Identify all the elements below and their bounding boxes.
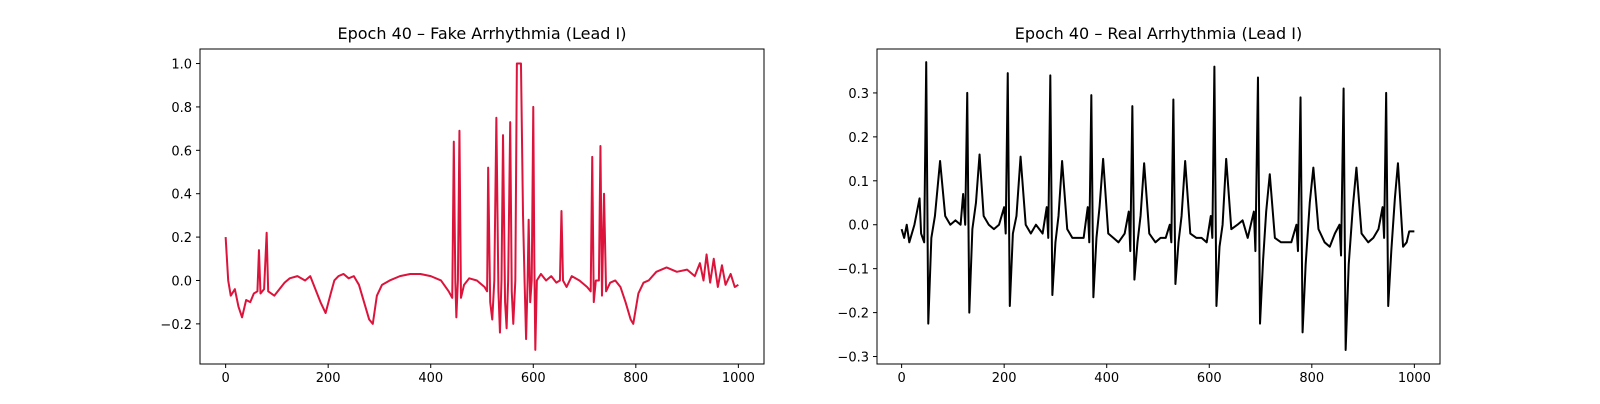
x-tick-label: 800	[1299, 371, 1324, 386]
chart-title: Epoch 40 – Real Arrhythmia (Lead I)	[1015, 24, 1302, 43]
y-tick-label: 0.6	[171, 144, 192, 159]
x-tick-label: 200	[316, 371, 341, 386]
y-tick-label: 0.4	[171, 188, 192, 203]
y-tick-label: −0.3	[837, 351, 869, 366]
x-tick-label: 600	[1197, 371, 1222, 386]
y-tick-label: 0.8	[171, 101, 192, 116]
signal-line	[900, 61, 1415, 351]
chart-title: Epoch 40 – Fake Arrhythmia (Lead I)	[338, 24, 627, 43]
signal-line	[224, 62, 739, 351]
y-tick-label: 0.2	[171, 231, 192, 246]
y-tick-label: 0.1	[848, 175, 869, 190]
y-tick-label: −0.1	[837, 263, 869, 278]
axes-frame	[876, 48, 1441, 365]
x-tick-label: 200	[992, 371, 1017, 386]
y-tick-label: 0.2	[848, 131, 869, 146]
axes-frame	[199, 48, 765, 365]
x-tick-label: 800	[623, 371, 648, 386]
x-tick-label: 400	[418, 371, 443, 386]
x-tick-label: 1000	[1398, 371, 1431, 386]
y-tick-label: 0.3	[848, 87, 869, 102]
y-tick-label: 1.0	[171, 58, 192, 73]
y-tick-label: −0.2	[837, 307, 869, 322]
x-tick-label: 0	[221, 371, 229, 386]
x-tick-label: 600	[521, 371, 546, 386]
x-tick-label: 400	[1094, 371, 1119, 386]
y-tick-label: 0.0	[848, 219, 869, 234]
x-tick-label: 0	[897, 371, 905, 386]
y-tick-label: −0.2	[160, 318, 192, 333]
y-tick-label: 0.0	[171, 274, 192, 289]
x-tick-label: 1000	[722, 371, 755, 386]
